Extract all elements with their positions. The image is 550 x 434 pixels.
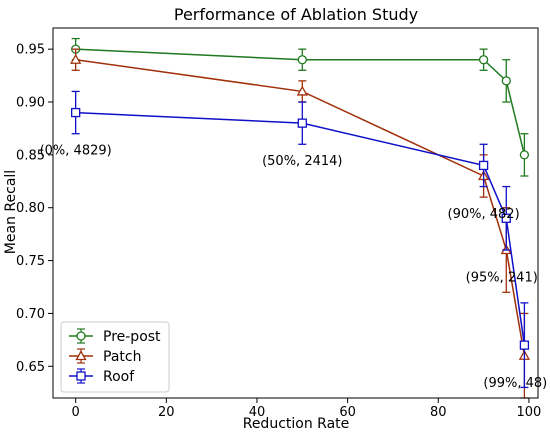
plot-area <box>70 37 531 399</box>
legend-item-patch: Patch <box>69 348 141 365</box>
y-tick-label: 0.80 <box>16 201 45 216</box>
legend: Pre-post Patch Roof <box>60 321 170 393</box>
y-axis: 0.65 0.70 0.75 0.80 0.85 0.90 0.95 <box>16 43 53 375</box>
y-axis-label: Mean Recall <box>3 170 19 254</box>
y-tick-label: 0.90 <box>16 96 45 111</box>
x-axis: 0 20 40 60 80 100 <box>72 398 542 420</box>
data-point-roof <box>478 160 489 171</box>
data-point-pre-post <box>501 76 511 86</box>
x-tick-label: 80 <box>430 405 447 420</box>
annotation: (90%, 482) <box>448 207 520 222</box>
x-tick-label: 60 <box>339 405 356 420</box>
x-tick-label: 20 <box>158 405 175 420</box>
data-point-roof <box>71 107 81 118</box>
annotation: (95%, 241) <box>466 270 538 285</box>
legend-box <box>60 321 170 393</box>
data-point-roof <box>297 118 307 128</box>
series-roof <box>71 90 530 389</box>
data-point-roof <box>519 340 530 350</box>
legend-item-pre-post: Pre-post <box>69 328 161 345</box>
data-point-pre-post <box>297 55 307 65</box>
y-tick-label: 0.65 <box>16 360 45 375</box>
legend-label: Roof <box>103 369 135 385</box>
series-line-roof <box>75 111 526 346</box>
data-point-patch <box>70 53 82 64</box>
legend-marker <box>75 350 87 361</box>
x-tick-label: 100 <box>517 405 542 420</box>
legend-marker <box>76 331 86 341</box>
y-tick-label: 0.95 <box>16 43 45 58</box>
legend-label: Pre-post <box>103 329 161 345</box>
x-axis-label: Reduction Rate <box>243 416 350 432</box>
x-tick-label: 0 <box>72 405 80 420</box>
annotation: (0%, 4829) <box>40 144 112 159</box>
plot-frame <box>52 27 539 399</box>
data-point-pre-post <box>478 55 489 65</box>
data-point-roof <box>501 213 511 223</box>
legend-item-roof: Roof <box>69 368 135 385</box>
x-tick-label: 40 <box>249 405 266 420</box>
annotations: (0%, 4829) (50%, 2414) (90%, 482) (95%, 241… <box>40 144 548 392</box>
annotation: (50%, 2414) <box>262 154 342 169</box>
data-point-patch <box>296 85 308 96</box>
data-point-pre-post <box>519 150 530 160</box>
series-pre-post <box>71 37 530 177</box>
y-tick-label: 0.70 <box>16 307 45 322</box>
annotation: (99%, 48) <box>483 376 547 391</box>
legend-marker <box>76 371 86 381</box>
legend-label: Patch <box>103 349 141 365</box>
y-tick-label: 0.75 <box>16 254 45 269</box>
chart-title: Performance of Ablation Study <box>174 5 418 24</box>
y-tick-label: 0.85 <box>16 148 45 163</box>
